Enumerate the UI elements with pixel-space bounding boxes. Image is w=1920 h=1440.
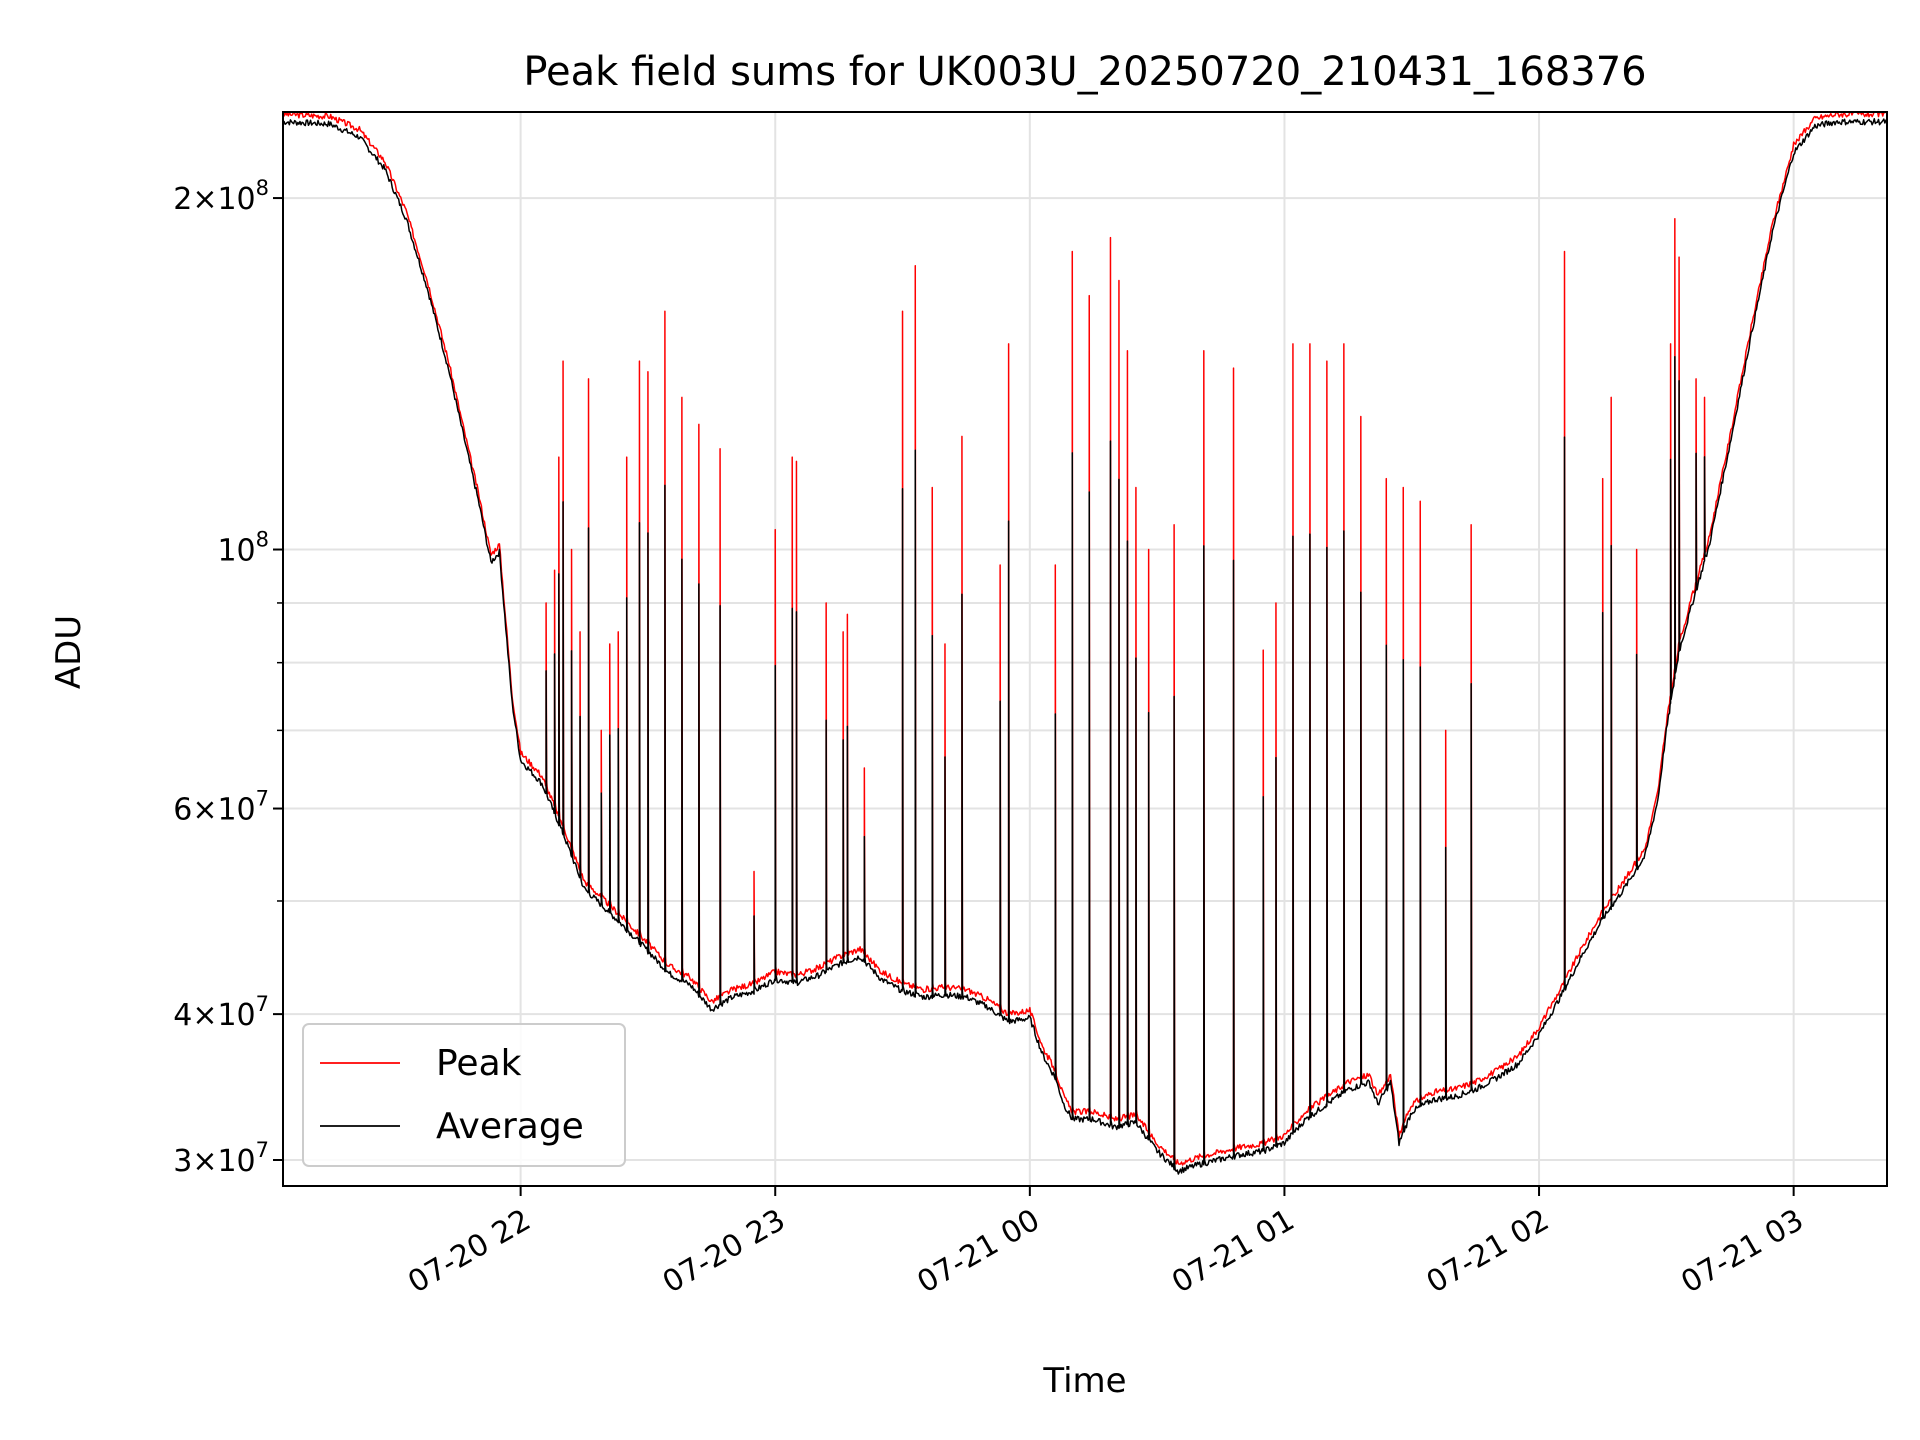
chart-title: Peak field sums for UK003U_20250720_2104… — [523, 49, 1646, 95]
y-tick-exponent: 7 — [256, 1138, 269, 1162]
y-tick-mantissa: 4 — [173, 998, 192, 1033]
y-tick-label: 3×107 — [173, 1138, 269, 1179]
legend-box — [302, 1023, 626, 1167]
series-average-line — [283, 118, 1887, 1175]
y-tick-times: ×10 — [192, 182, 255, 217]
y-tick-exponent: 7 — [256, 992, 269, 1016]
y-tick-times: ×10 — [192, 1144, 255, 1179]
legend-label-average: Average — [436, 1106, 584, 1147]
y-tick-exponent: 8 — [256, 176, 269, 200]
y-axis-label: ADU — [49, 615, 89, 689]
plot-frame — [282, 111, 1888, 1187]
y-tick-label: 6×107 — [173, 787, 269, 828]
y-tick-exponent: 8 — [256, 528, 269, 552]
x-axis-label: Time — [1042, 1361, 1126, 1401]
y-tick-label: 4×107 — [173, 992, 269, 1033]
y-tick-exponent: 7 — [256, 787, 269, 811]
y-tick-times: ×10 — [192, 998, 255, 1033]
y-tick-label: 108 — [217, 528, 269, 569]
legend-label-peak: Peak — [436, 1043, 522, 1084]
y-tick-mantissa: 2 — [173, 182, 192, 217]
legend: Peak Average — [302, 1023, 626, 1167]
plot-area — [283, 112, 1887, 1175]
y-tick-mantissa: 3 — [173, 1144, 192, 1179]
y-tick-mantissa: 6 — [173, 793, 192, 828]
y-tick-times: ×10 — [192, 793, 255, 828]
y-tick-times: 10 — [217, 534, 255, 569]
y-tick-label: 2×108 — [173, 176, 269, 217]
